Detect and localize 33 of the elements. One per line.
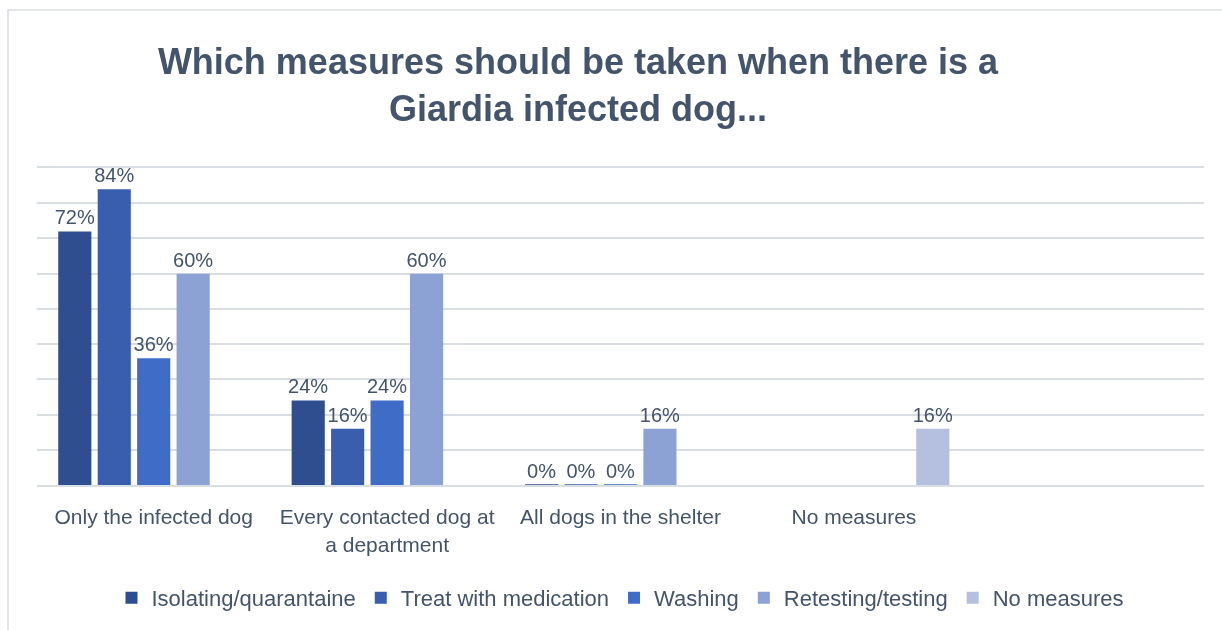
legend-label: Isolating/quarantaine bbox=[151, 586, 356, 612]
data-label: 72% bbox=[54, 206, 95, 229]
legend-label: No measures bbox=[992, 586, 1124, 612]
x-tick-label: All dogs in the shelter bbox=[520, 505, 721, 529]
bar bbox=[291, 400, 325, 485]
bar bbox=[331, 428, 365, 485]
data-label: 24% bbox=[366, 375, 408, 398]
data-label: 0% bbox=[566, 460, 596, 482]
x-tick-label: Every contacted dog at a department bbox=[279, 505, 495, 556]
data-label: 60% bbox=[173, 248, 214, 271]
bar bbox=[643, 428, 677, 485]
data-label: 36% bbox=[133, 333, 174, 356]
legend-label: Washing bbox=[654, 586, 739, 612]
data-label: 16% bbox=[327, 403, 368, 426]
legend-label: Treat with medication bbox=[400, 586, 610, 612]
data-label: 84% bbox=[94, 164, 135, 187]
bar bbox=[370, 400, 404, 485]
bar bbox=[176, 273, 210, 485]
data-label: 16% bbox=[912, 403, 953, 426]
data-label: 0% bbox=[605, 460, 636, 482]
bar bbox=[916, 428, 950, 485]
data-label: 16% bbox=[639, 403, 681, 426]
data-label: 0% bbox=[527, 460, 557, 482]
x-tick-label: No measures bbox=[791, 505, 917, 529]
legend-label: Retesting/testing bbox=[783, 586, 948, 612]
x-tick-label: Only the infected dog bbox=[54, 505, 253, 529]
bar bbox=[58, 231, 92, 485]
data-label: 24% bbox=[288, 375, 329, 398]
bar bbox=[97, 189, 131, 485]
data-label: 60% bbox=[406, 248, 447, 271]
bar bbox=[409, 273, 444, 485]
chart-title: Which measures should be taken when there is a Giardia infected dog... bbox=[157, 41, 1000, 129]
bar bbox=[137, 358, 171, 485]
